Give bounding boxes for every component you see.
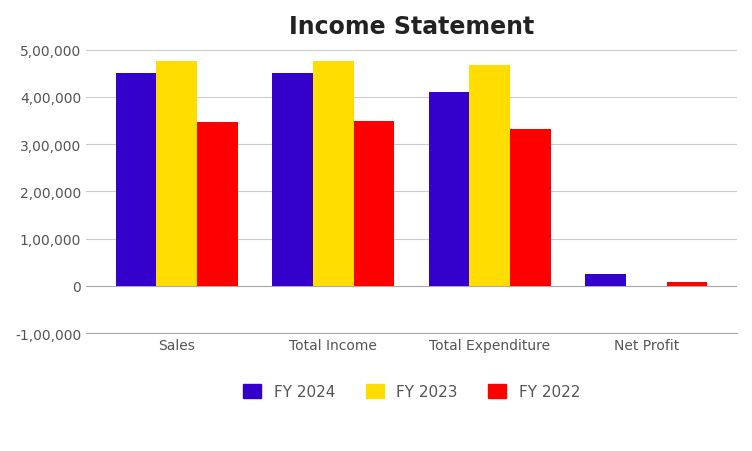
Bar	[313, 61, 353, 286]
Bar	[667, 283, 708, 286]
Title: Income Statement: Income Statement	[289, 15, 534, 39]
Bar	[197, 122, 238, 286]
Bar	[272, 74, 313, 286]
Bar	[429, 93, 469, 286]
Bar	[469, 66, 510, 286]
Bar	[585, 274, 626, 286]
Bar	[116, 74, 156, 286]
Bar	[156, 62, 197, 286]
Legend: FY 2024, FY 2023, FY 2022: FY 2024, FY 2023, FY 2022	[237, 378, 586, 405]
Bar	[510, 130, 551, 286]
Bar	[353, 121, 394, 286]
